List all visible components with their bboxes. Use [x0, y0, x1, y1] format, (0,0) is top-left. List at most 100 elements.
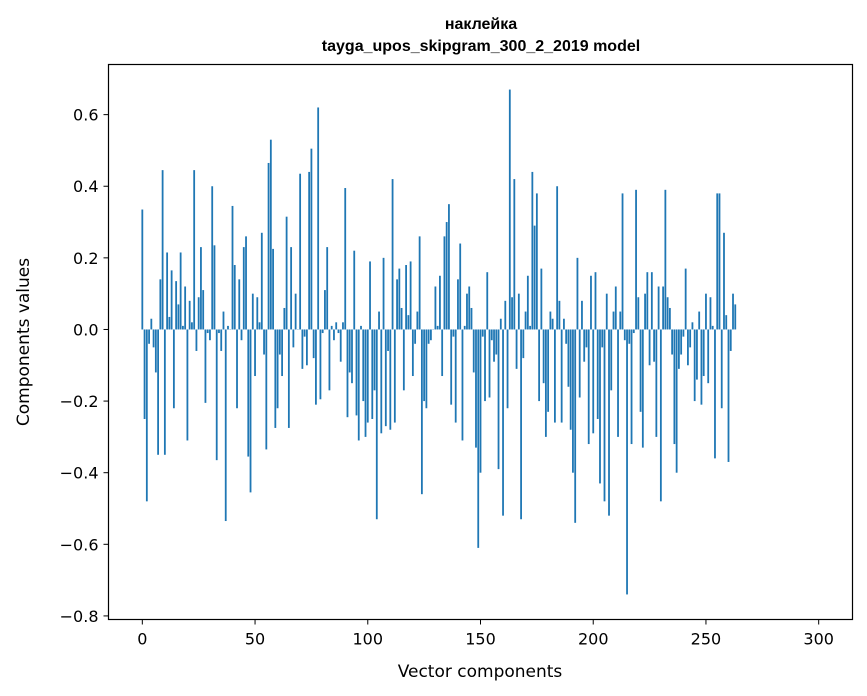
bar: [628, 329, 631, 344]
bar: [396, 279, 398, 330]
bar: [333, 329, 335, 341]
bar: [475, 329, 477, 448]
bar: [283, 307, 286, 330]
x-tick-label: 250: [691, 630, 722, 649]
bar: [195, 329, 198, 351]
bar: [605, 293, 608, 330]
bar: [145, 329, 148, 502]
bar: [668, 307, 671, 330]
bar: [732, 293, 734, 330]
bar: [251, 293, 254, 330]
bar: [709, 297, 712, 330]
bar: [716, 193, 719, 330]
bar: [734, 304, 737, 330]
bar: [247, 329, 250, 457]
bar: [245, 236, 247, 330]
bar: [254, 329, 256, 377]
bar: [378, 311, 380, 330]
bar: [202, 290, 205, 330]
bar: [495, 329, 498, 355]
bar: [540, 268, 543, 330]
bar: [382, 257, 385, 330]
bar: [702, 329, 705, 377]
bar: [448, 204, 450, 330]
bar: [565, 329, 568, 344]
bar: [693, 329, 696, 402]
bar: [502, 329, 504, 516]
bar: [310, 148, 313, 330]
bar: [513, 179, 516, 330]
y-axis-ticks: −0.8 −0.6 −0.4 −0.2 0.0 0.2 0.4 0.6: [60, 106, 109, 626]
bar: [256, 297, 259, 330]
bar: [592, 329, 595, 434]
bar: [657, 286, 660, 330]
bar: [569, 329, 572, 430]
y-tick-label: −0.4: [60, 464, 99, 483]
bar: [389, 329, 392, 430]
bar: [632, 329, 635, 334]
bar: [240, 329, 243, 341]
bar: [177, 304, 180, 330]
bar: [684, 268, 687, 330]
x-axis-ticks: 0 50 100 150 200 250 300: [137, 619, 834, 649]
bar: [409, 261, 412, 330]
bar: [682, 329, 685, 337]
bar: [587, 329, 590, 445]
bar: [547, 329, 550, 412]
y-tick-label: −0.8: [60, 607, 99, 626]
bar: [193, 170, 196, 330]
bar: [182, 325, 184, 330]
bar: [315, 329, 317, 405]
bar: [324, 290, 326, 330]
x-tick-label: 200: [578, 630, 609, 649]
bar: [175, 281, 178, 330]
bar: [393, 329, 396, 423]
bar: [623, 329, 626, 341]
bar: [621, 193, 624, 330]
bar: [443, 236, 446, 330]
bar: [572, 329, 574, 473]
bar: [472, 329, 475, 373]
bar: [484, 329, 486, 402]
bar: [157, 329, 159, 455]
bar: [556, 186, 559, 330]
bar: [486, 272, 489, 330]
bar: [364, 329, 367, 437]
y-tick-label: 0.4: [73, 177, 98, 196]
bar: [348, 329, 351, 373]
bar: [391, 179, 394, 330]
bar: [583, 329, 586, 362]
bar: [200, 247, 202, 330]
bar: [306, 329, 308, 366]
bar: [617, 329, 619, 437]
bar: [680, 329, 683, 355]
bar: [260, 232, 263, 330]
bar: [544, 329, 547, 437]
bar: [269, 139, 272, 330]
bar: [351, 329, 353, 384]
bar: [454, 329, 457, 423]
bar: [650, 272, 653, 330]
bar: [267, 162, 270, 330]
bar: [209, 329, 211, 341]
bar: [402, 329, 405, 391]
bar: [499, 318, 502, 330]
bar: [339, 329, 342, 362]
bar: [457, 279, 459, 330]
chart-subtitle: tayga_upos_skipgram_300_2_2019 model: [322, 38, 640, 55]
bar: [574, 329, 577, 523]
bar: [290, 247, 293, 330]
bar: [655, 329, 658, 437]
bar: [549, 311, 552, 330]
x-tick-label: 300: [803, 630, 834, 649]
bar: [554, 329, 556, 423]
bar: [646, 272, 649, 330]
bar: [292, 329, 295, 348]
bar: [567, 329, 570, 387]
bar: [603, 329, 606, 502]
bar: [161, 170, 164, 330]
bar: [450, 329, 453, 405]
bar: [152, 329, 155, 348]
bar: [563, 318, 565, 330]
